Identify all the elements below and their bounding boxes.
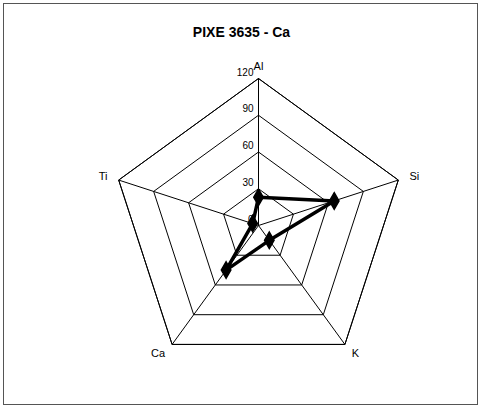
- svg-text:Ca: Ca: [151, 347, 166, 359]
- svg-text:Al: Al: [254, 60, 264, 72]
- svg-text:Si: Si: [409, 170, 419, 182]
- svg-text:90: 90: [242, 103, 254, 114]
- svg-text:60: 60: [242, 140, 254, 151]
- html-text:PIXE 3635 - Ca: PIXE 3635 - Ca: [192, 24, 291, 40]
- svg-text:K: K: [352, 347, 360, 359]
- svg-text:120: 120: [237, 67, 254, 78]
- svg-text:Ti: Ti: [99, 170, 108, 182]
- svg-text:30: 30: [242, 177, 254, 188]
- svg-text:0: 0: [248, 214, 254, 225]
